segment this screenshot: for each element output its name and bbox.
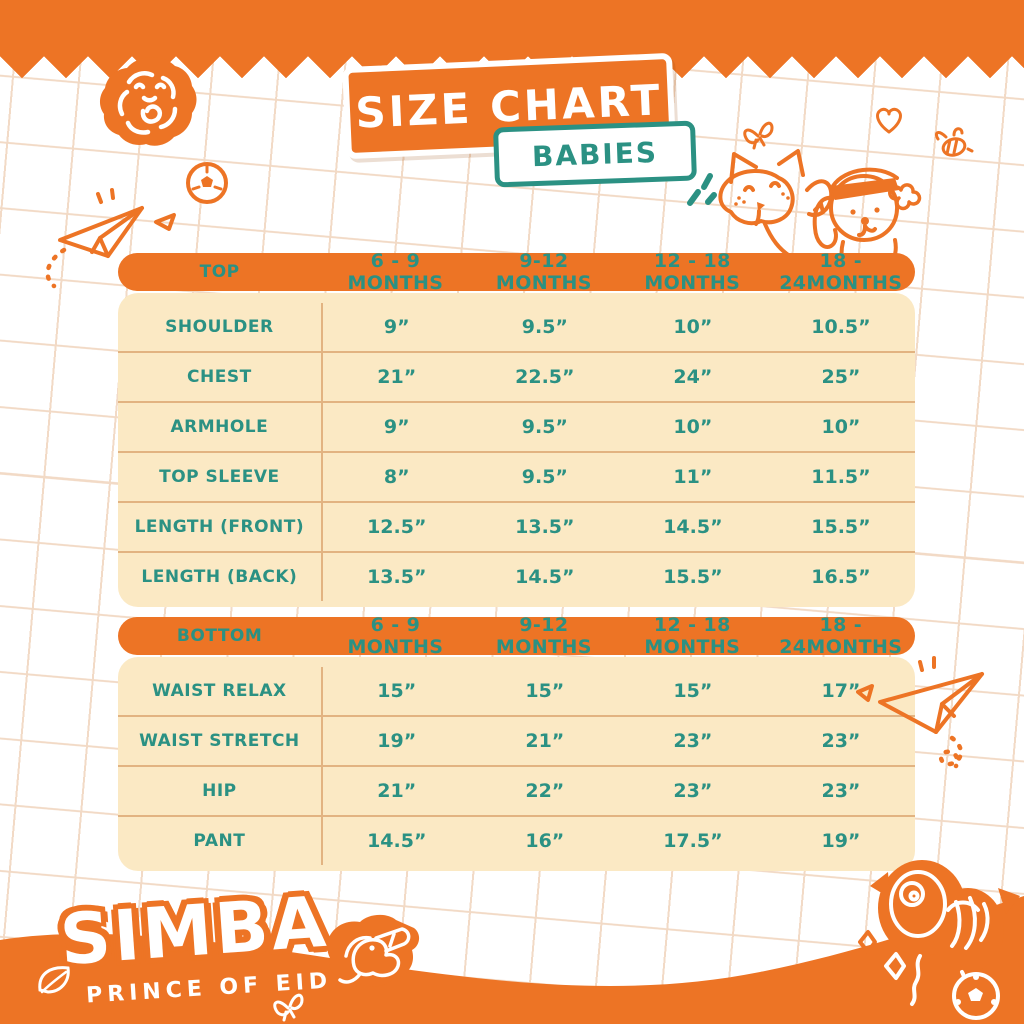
table-row: WAIST STRETCH 19” 21” 23” 23” <box>118 717 915 767</box>
column-header: 6 - 9 MONTHS <box>347 614 444 658</box>
heart-icon <box>876 107 902 134</box>
size-value: 9” <box>383 416 410 438</box>
size-value: 22” <box>525 780 565 802</box>
soccer-ball-icon <box>186 162 228 204</box>
column-header: 12 - 18 MONTHS <box>644 250 741 294</box>
size-value: 13.5” <box>515 516 575 538</box>
size-value: 17.5” <box>663 830 723 852</box>
size-value: 23” <box>821 780 861 802</box>
size-value: 10” <box>821 416 861 438</box>
top-size-table: TOP 6 - 9 MONTHS 9-12 MONTHS 12 - 18 MON… <box>118 250 915 607</box>
size-value: 8” <box>383 466 410 488</box>
table-row: LENGTH (BACK) 13.5” 14.5” 15.5” 16.5” <box>118 553 915 601</box>
size-value: 11.5” <box>811 466 871 488</box>
row-label: TOP SLEEVE <box>118 453 323 501</box>
toucan-icon <box>327 914 420 987</box>
bottom-wave <box>0 896 1024 1024</box>
row-label: LENGTH (FRONT) <box>118 503 323 551</box>
size-value: 15” <box>525 680 565 702</box>
size-value: 15” <box>377 680 417 702</box>
sparkle-dashes-icon <box>687 173 717 206</box>
column-header: 18 - 24MONTHS <box>779 614 903 658</box>
table-row: LENGTH (FRONT) 12.5” 13.5” 14.5” 15.5” <box>118 503 915 553</box>
size-value: 11” <box>673 466 713 488</box>
size-value: 15.5” <box>811 516 871 538</box>
size-value: 19” <box>821 830 861 852</box>
table-header: BOTTOM 6 - 9 MONTHS 9-12 MONTHS 12 - 18 … <box>118 614 915 658</box>
babies-label: BABIES <box>531 135 659 173</box>
soccer-ball-icon <box>952 972 1000 1020</box>
table-row: WAIST RELAX 15” 15” 15” 17” <box>118 667 915 717</box>
row-label: ARMHOLE <box>118 403 323 451</box>
size-value: 22.5” <box>515 366 575 388</box>
table-body: SHOULDER 9” 9.5” 10” 10.5” CHEST 21” 22.… <box>118 293 915 607</box>
size-value: 10.5” <box>811 316 871 338</box>
size-value: 15” <box>673 680 713 702</box>
paper-plane-icon <box>856 656 984 769</box>
size-value: 17” <box>821 680 861 702</box>
butterfly-icon <box>743 121 774 150</box>
table-header: TOP 6 - 9 MONTHS 9-12 MONTHS 12 - 18 MON… <box>118 250 915 294</box>
size-value: 10” <box>673 416 713 438</box>
row-label: CHEST <box>118 353 323 401</box>
leaf-icon <box>38 966 70 994</box>
size-value: 21” <box>377 780 417 802</box>
column-header: 9-12 MONTHS <box>495 614 592 658</box>
table-row: PANT 14.5” 16” 17.5” 19” <box>118 817 915 865</box>
column-header: BOTTOM <box>176 626 263 646</box>
row-label: HIP <box>118 767 323 815</box>
table-row: SHOULDER 9” 9.5” 10” 10.5” <box>118 303 915 353</box>
size-value: 12.5” <box>367 516 427 538</box>
column-header: TOP <box>199 262 240 282</box>
table-row: TOP SLEEVE 8” 9.5” 11” 11.5” <box>118 453 915 503</box>
table-row: HIP 21” 22” 23” 23” <box>118 767 915 817</box>
row-label: LENGTH (BACK) <box>118 553 323 601</box>
row-label: SHOULDER <box>118 303 323 351</box>
bee-icon <box>934 127 974 157</box>
column-header: 6 - 9 MONTHS <box>347 250 444 294</box>
size-value: 23” <box>673 780 713 802</box>
size-value: 23” <box>673 730 713 752</box>
size-value: 16.5” <box>811 566 871 588</box>
column-header: 18 - 24MONTHS <box>779 250 903 294</box>
size-value: 15.5” <box>663 566 723 588</box>
size-value: 14.5” <box>663 516 723 538</box>
balloons-icon <box>858 860 1020 1006</box>
size-value: 10” <box>673 316 713 338</box>
size-value: 24” <box>673 366 713 388</box>
butterfly-icon <box>273 993 304 1022</box>
size-value: 14.5” <box>515 566 575 588</box>
dog-icon <box>812 167 922 264</box>
size-value: 9.5” <box>521 466 568 488</box>
size-value: 23” <box>821 730 861 752</box>
column-header: 9-12 MONTHS <box>495 250 592 294</box>
bottom-size-table: BOTTOM 6 - 9 MONTHS 9-12 MONTHS 12 - 18 … <box>118 614 915 871</box>
size-value: 13.5” <box>367 566 427 588</box>
size-value: 9” <box>383 316 410 338</box>
lion-icon <box>99 57 197 146</box>
size-value: 19” <box>377 730 417 752</box>
paper-plane-icon <box>45 188 176 289</box>
row-label: PANT <box>118 817 323 865</box>
top-banner <box>0 0 1024 56</box>
size-value: 21” <box>525 730 565 752</box>
row-label: WAIST RELAX <box>118 667 323 715</box>
size-value: 21” <box>377 366 417 388</box>
size-value: 14.5” <box>367 830 427 852</box>
table-body: WAIST RELAX 15” 15” 15” 17” WAIST STRETC… <box>118 657 915 871</box>
size-value: 16” <box>525 830 565 852</box>
table-row: CHEST 21” 22.5” 24” 25” <box>118 353 915 403</box>
babies-badge: BABIES <box>493 120 697 188</box>
size-value: 9.5” <box>521 416 568 438</box>
size-value: 9.5” <box>521 316 568 338</box>
table-row: ARMHOLE 9” 9.5” 10” 10” <box>118 403 915 453</box>
row-label: WAIST STRETCH <box>118 717 323 765</box>
size-value: 25” <box>821 366 861 388</box>
column-header: 12 - 18 MONTHS <box>644 614 741 658</box>
